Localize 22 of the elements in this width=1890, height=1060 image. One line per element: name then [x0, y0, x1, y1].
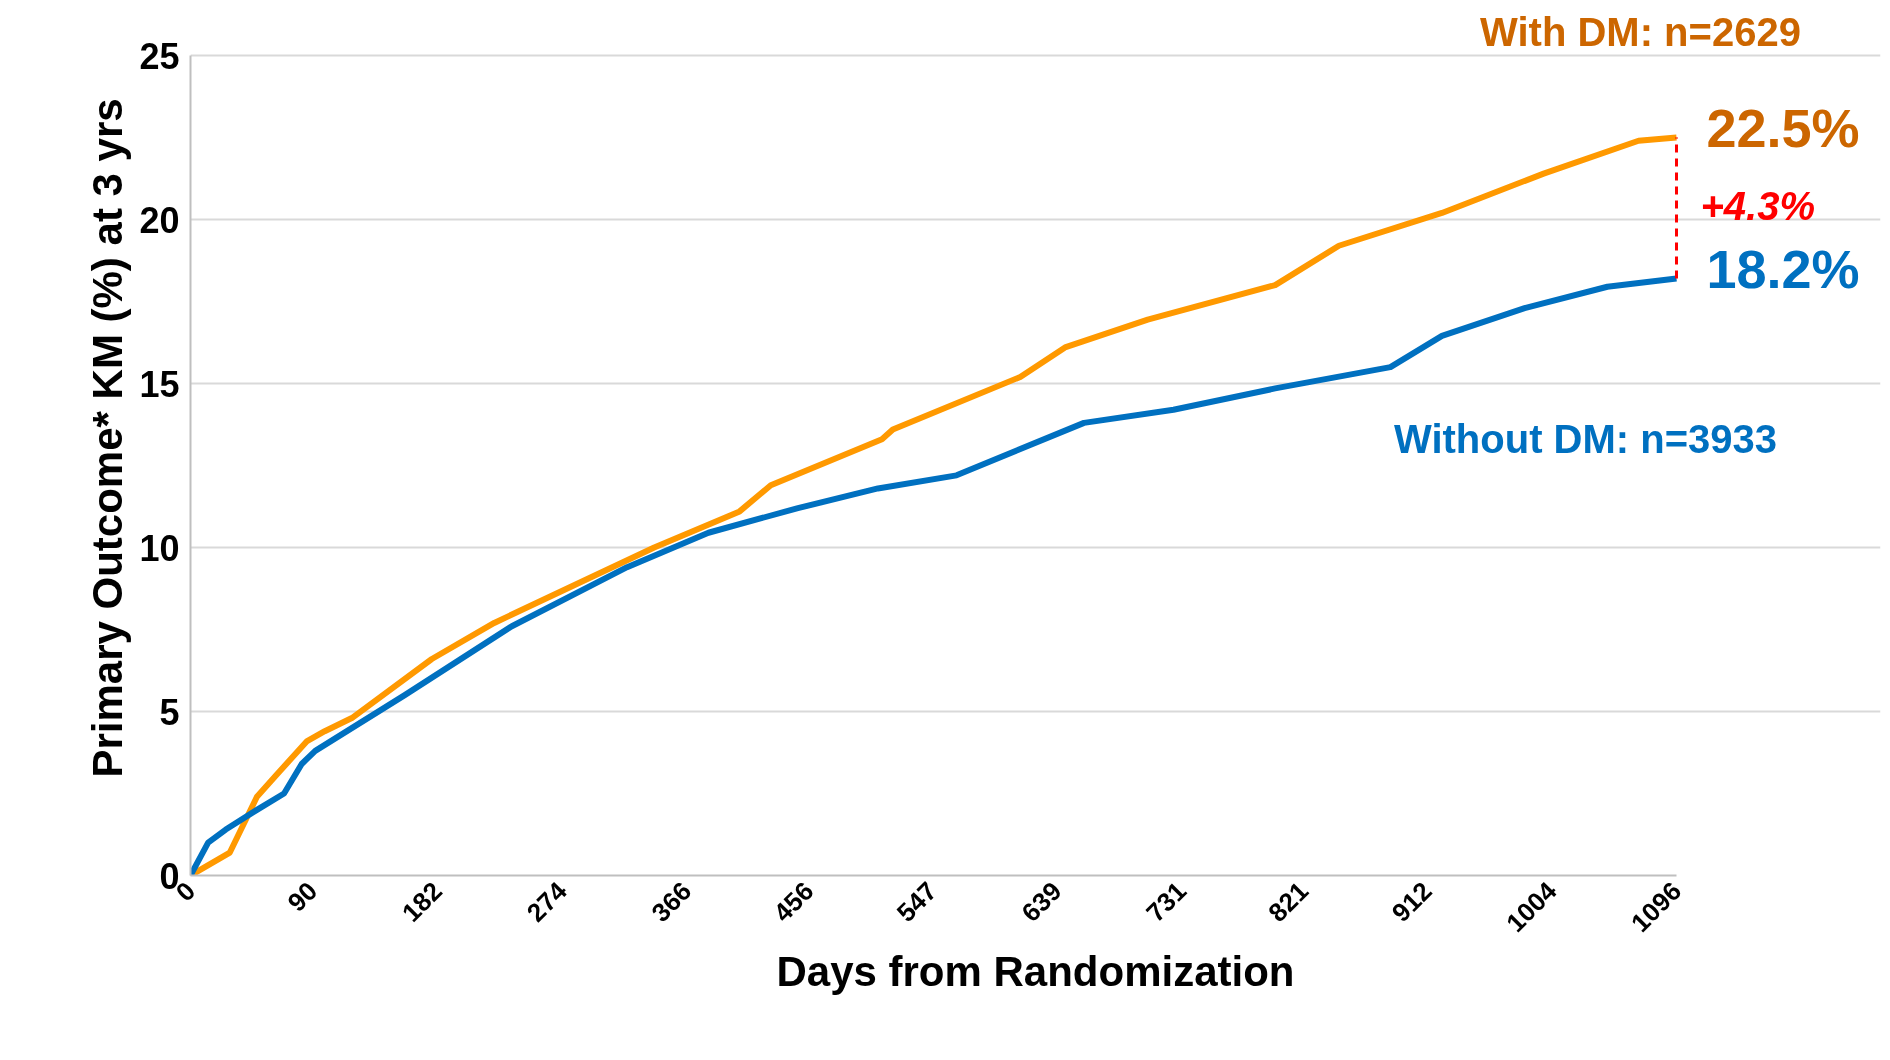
y-tick-label: 15 — [139, 363, 180, 405]
x-axis-title: Days from Randomization — [776, 948, 1295, 996]
x-tick-label: 274 — [520, 875, 573, 928]
x-tick-label: 90 — [281, 875, 324, 918]
x-tick-label: 821 — [1262, 875, 1315, 928]
y-tick-label: 20 — [139, 199, 180, 241]
y-tick-label: 5 — [159, 691, 180, 733]
annotation: Without DM: n=3933 — [1394, 416, 1778, 461]
x-tick-label: 912 — [1385, 875, 1438, 928]
y-axis-title: Primary Outcome* KM (%) at 3 yrs — [84, 98, 132, 778]
y-tick-label: 25 — [139, 35, 180, 77]
text: +4.3% — [1700, 183, 1816, 228]
x-tick-label: 182 — [395, 875, 448, 928]
x-tick-label: 639 — [1015, 875, 1068, 928]
annotation: 22.5% — [1706, 97, 1860, 158]
text: With DM: n=2629 — [1480, 9, 1801, 54]
x-tick-label: 731 — [1140, 875, 1193, 928]
annotation: 18.2% — [1706, 238, 1860, 299]
x-tick-label: 547 — [890, 875, 943, 928]
x-tick-label: 456 — [767, 875, 820, 928]
x-tick-label: 366 — [645, 875, 698, 928]
y-tick-label: 10 — [139, 527, 180, 569]
